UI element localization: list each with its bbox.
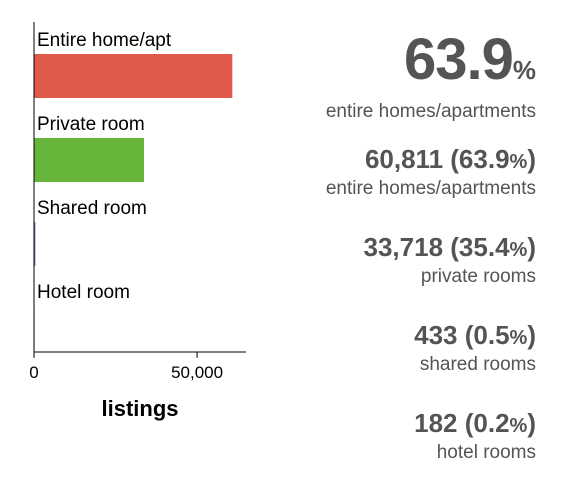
stat-shared-room: 433 (0.5%) shared rooms xyxy=(414,320,536,377)
x-tick-label: 50,000 xyxy=(171,363,223,382)
bar-entire-home-apt xyxy=(34,54,233,98)
room-type-bar-chart: Entire home/apt Private room Shared room Ho… xyxy=(29,22,246,421)
bar-private-room xyxy=(34,138,144,182)
category-label: Hotel room xyxy=(37,282,130,303)
headline-label: entire homes/apartments xyxy=(325,101,536,122)
category-label: Entire home/apt xyxy=(37,30,172,51)
headline-value: 63.9% xyxy=(326,30,536,100)
stat-value: 60,811 (63.9%) xyxy=(364,144,536,174)
x-tick-label: 0 xyxy=(29,363,38,382)
stat-label: hotel rooms xyxy=(436,442,536,463)
stat-hotel-room: 182 (0.2%) hotel rooms xyxy=(414,408,536,465)
headline-number: 63.9 xyxy=(403,27,514,92)
headline-unit: % xyxy=(512,55,536,85)
headline-stat: 63.9% entire homes/apartments xyxy=(326,30,536,124)
category-label: Shared room xyxy=(37,198,147,219)
stat-label: shared rooms xyxy=(419,354,536,375)
stat-label: entire homes/apartments xyxy=(325,178,536,199)
bar-shared-room xyxy=(34,222,36,266)
stat-label: private rooms xyxy=(420,266,536,287)
stat-entire-home: 60,811 (63.9%) entire homes/apartments xyxy=(326,144,536,201)
stat-value: 33,718 (35.4%) xyxy=(363,232,536,262)
x-axis-label: listings xyxy=(101,396,178,421)
stat-private-room: 33,718 (35.4%) private rooms xyxy=(364,232,536,289)
stat-value: 182 (0.2%) xyxy=(414,408,536,438)
category-label: Private room xyxy=(37,114,145,135)
stat-value: 433 (0.5%) xyxy=(414,320,536,350)
